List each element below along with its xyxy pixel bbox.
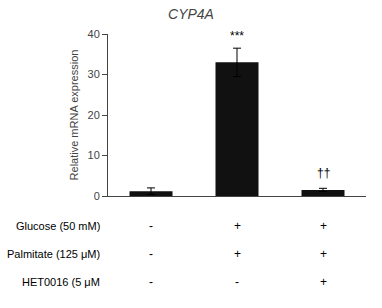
svg-text:+: + xyxy=(234,219,241,233)
svg-text:+: + xyxy=(320,275,327,289)
svg-text:-: - xyxy=(149,247,153,261)
svg-text:-: - xyxy=(149,219,153,233)
svg-text:10: 10 xyxy=(88,149,100,161)
svg-text:CYP4A: CYP4A xyxy=(168,6,214,22)
svg-text:Palmitate (125 μM): Palmitate (125 μM) xyxy=(7,248,100,260)
svg-text:30: 30 xyxy=(88,68,100,80)
svg-text:+: + xyxy=(320,219,327,233)
svg-text:0: 0 xyxy=(94,190,100,202)
svg-text:HET0016 (5 μM: HET0016 (5 μM xyxy=(22,276,100,288)
svg-text:††: †† xyxy=(317,166,330,180)
svg-text:+: + xyxy=(234,247,241,261)
svg-text:40: 40 xyxy=(88,28,100,40)
svg-text:Relative mRNA expression: Relative mRNA expression xyxy=(68,50,80,181)
svg-text:Glucose (50 mM): Glucose (50 mM) xyxy=(16,220,100,232)
svg-text:-: - xyxy=(235,275,239,289)
svg-text:***: *** xyxy=(230,29,244,43)
svg-text:20: 20 xyxy=(88,109,100,121)
svg-text:-: - xyxy=(149,275,153,289)
svg-text:+: + xyxy=(320,247,327,261)
